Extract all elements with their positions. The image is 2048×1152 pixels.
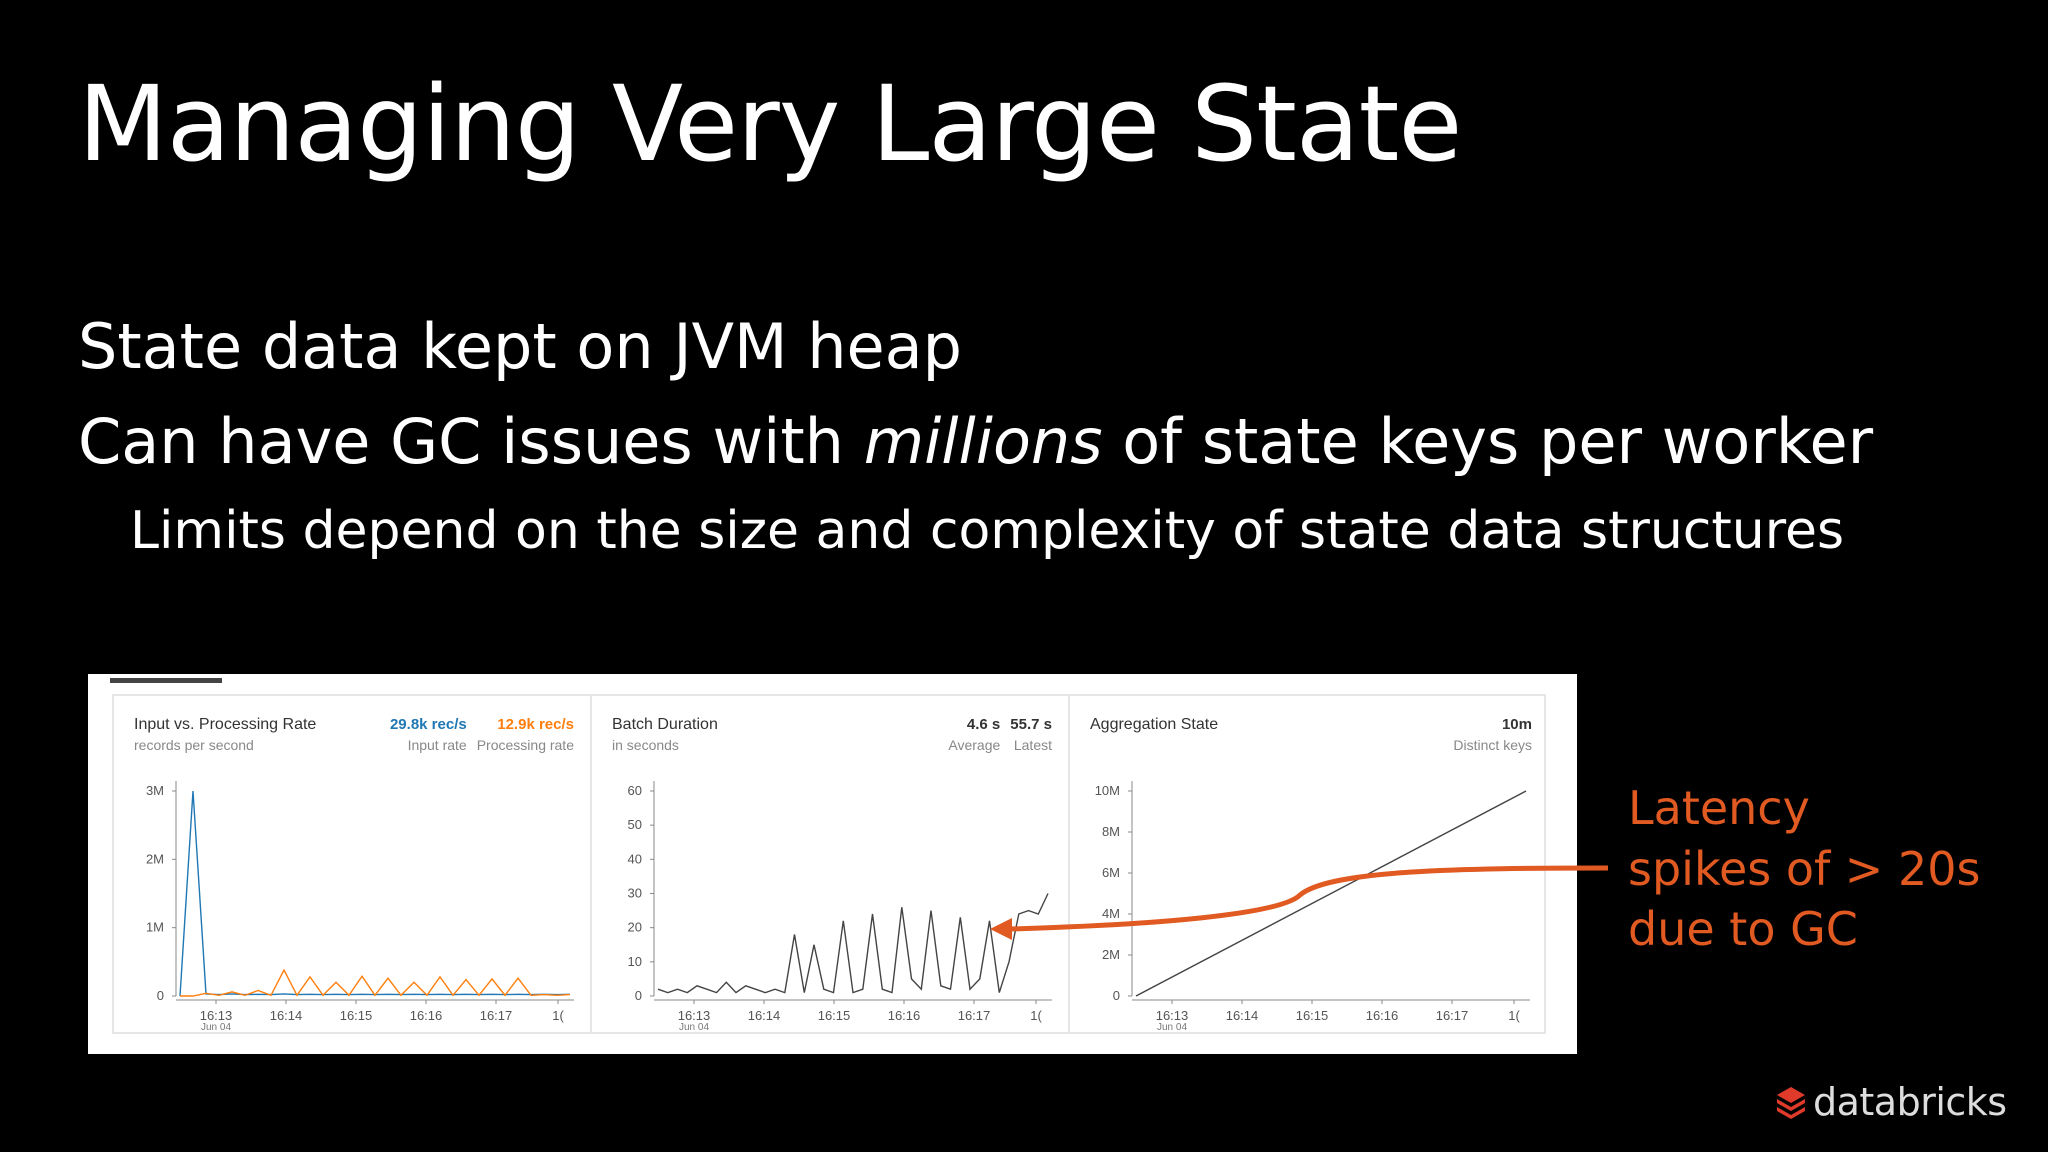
logo-text: databricks [1813,1080,2007,1124]
x-tick-label: 16:16 [888,1008,921,1023]
dashboard-panels: 3M 2M 1M 0 16:13 16:14 16:15 16:16 16:17 1( Jun 04… [112,694,1546,1034]
x-tick-label: 16:17 [1436,1008,1469,1023]
x-tick-label: 16:17 [480,1008,513,1023]
x-tick-label: 16:16 [1366,1008,1399,1023]
bullet-jvm-heap: State data kept on JVM heap [78,310,963,383]
bullet-gc-text-post: of state keys per worker [1102,405,1874,478]
series-line-batch-duration [657,893,1049,994]
x-tick-label: 16:13 [678,1008,711,1023]
y-tick-label: 0 [1113,988,1120,1003]
databricks-logo: databricks [1775,1080,2007,1124]
stat-value: 10m [1501,716,1532,733]
y-tick-label: 50 [628,817,642,832]
x-date-label: Jun 04 [1157,1022,1187,1032]
panel-subtitle: records per second [134,737,254,753]
stat-value: 29.8k rec/s [389,716,467,733]
x-tick-label: 16:14 [1226,1008,1259,1023]
annotation-line: due to GC [1628,902,1858,957]
stat-label: Latest [1013,737,1052,753]
annotation-arrow-line [1009,865,1609,932]
tab-indicator [110,678,222,683]
stat-latest: 55.7 s Latest [1010,716,1052,753]
annotation-line: spikes of > 20s [1628,841,1981,896]
stat-input-rate: 29.8k rec/s Input rate [390,716,467,753]
panel-stats: 29.8k rec/s Input rate 12.9k rec/s Proce… [390,716,574,753]
x-date-label: Jun 04 [679,1022,709,1032]
panel-input-processing-rate: 3M 2M 1M 0 16:13 16:14 16:15 16:16 16:17 1( Jun 04… [114,696,592,1032]
streaming-dashboard-screenshot: 3M 2M 1M 0 16:13 16:14 16:15 16:16 16:17 1( Jun 04… [88,674,1577,1054]
x-tick-label: 1( [1030,1008,1042,1023]
x-tick-label: 16:14 [748,1008,781,1023]
x-tick-label: 16:15 [1296,1008,1329,1023]
panel-title: Batch Duration [612,716,718,733]
x-tick-label: 16:16 [410,1008,443,1023]
panel-stats: 10m Distinct keys [1453,716,1532,753]
state-chart: 10M 8M 6M 4M 2M 0 16:13 16:14 16:15 16:16 16:17 1( J… [1095,781,1530,1032]
y-tick-label: 20 [628,920,642,935]
stat-label: Processing rate [476,737,574,753]
x-tick-label: 16:13 [1156,1008,1189,1023]
stat-value: 55.7 s [1010,716,1052,733]
x-tick-label: 1( [552,1008,564,1023]
stat-average: 4.6 s Average [948,716,1000,753]
y-tick-label: 2M [1102,947,1120,962]
stat-label: Distinct keys [1453,737,1532,753]
stat-processing-rate: 12.9k rec/s Processing rate [477,716,574,753]
y-tick-label: 10 [628,954,642,969]
y-tick-label: 8M [1102,824,1120,839]
x-tick-label: 1( [1508,1008,1520,1023]
series-line-distinct-keys [1135,790,1527,997]
panel-subtitle: in seconds [612,737,679,753]
series-line-processing-rate [180,968,571,997]
y-tick-label: 6M [1102,865,1120,880]
y-tick-label: 60 [628,783,642,798]
y-tick-label: 4M [1102,906,1120,921]
panel-title: Input vs. Processing Rate [134,716,317,733]
annotation-arrow-head [990,918,1012,940]
duration-chart: 60 50 40 30 20 10 0 16:13 16:14 16:15 16:16 16:17 1(… [628,781,1052,1032]
y-tick-label: 10M [1095,783,1120,798]
y-tick-label: 0 [635,988,642,1003]
sub-bullet-limits: Limits depend on the size and complexity… [130,501,1845,561]
annotation-text: Latency spikes of > 20s due to GC [1628,778,1980,960]
y-tick-label: 3M [146,783,164,798]
y-tick-label: 1M [146,920,164,935]
x-tick-label: 16:14 [270,1008,303,1023]
bullet-gc-text-pre: Can have GC issues with [78,405,864,478]
x-tick-label: 16:13 [200,1008,233,1023]
stat-value: 12.9k rec/s [497,716,574,733]
y-tick-label: 40 [628,851,642,866]
rate-chart: 3M 2M 1M 0 16:13 16:14 16:15 16:16 16:17 1( Jun 04 [146,781,574,1032]
panel-batch-duration: 60 50 40 30 20 10 0 16:13 16:14 16:15 16:16 16:17 1(… [592,696,1070,1032]
y-tick-label: 30 [628,886,642,901]
panel-stats: 4.6 s Average 55.7 s Latest [948,716,1052,753]
y-tick-label: 2M [146,851,164,866]
panel-aggregation-state: 10M 8M 6M 4M 2M 0 16:13 16:14 16:15 16:16 16:17 1( J… [1070,696,1548,1032]
stat-distinct-keys: 10m Distinct keys [1453,716,1532,753]
slide-title: Managing Very Large State [78,63,1462,185]
x-tick-label: 16:15 [818,1008,851,1023]
databricks-logo-icon [1777,1087,1805,1119]
bullet-gc-issues: Can have GC issues with millions of stat… [78,405,1873,479]
y-tick-label: 0 [157,988,164,1003]
panel-title: Aggregation State [1090,716,1219,733]
x-tick-label: 16:15 [340,1008,373,1023]
annotation-line: Latency [1628,781,1810,835]
stat-label: Input rate [407,737,467,753]
stat-label: Average [948,737,1001,753]
x-tick-label: 16:17 [958,1008,991,1023]
x-date-label: Jun 04 [201,1022,231,1032]
bullet-gc-emphasis: millions [863,405,1103,478]
stat-value: 4.6 s [966,716,1001,733]
